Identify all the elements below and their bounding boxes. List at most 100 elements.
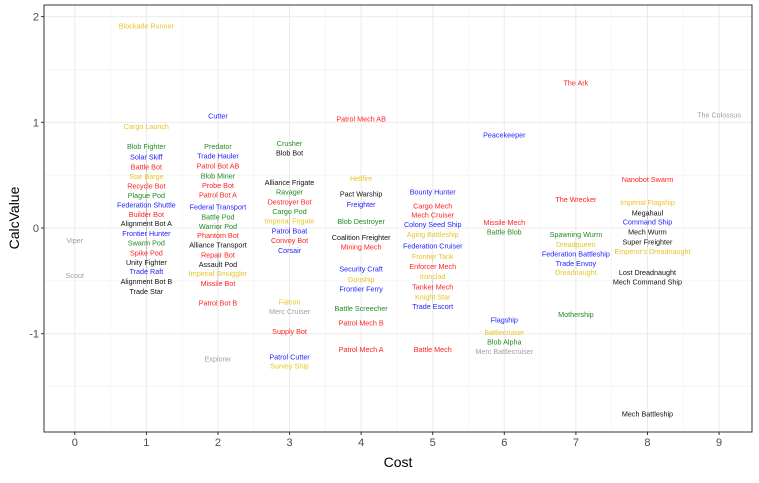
point-label: Command Ship — [623, 218, 673, 227]
y-tick-label: 2 — [33, 12, 39, 24]
point-label: Hellfire — [350, 174, 372, 183]
point-label: Federation Cruiser — [403, 241, 463, 250]
x-tick-label: 6 — [501, 437, 507, 449]
point-label: Trade Hauler — [197, 152, 239, 161]
point-label: Assault Pod — [199, 260, 237, 269]
point-label: Merc Cruiser — [269, 307, 311, 316]
point-label: Federation Battleship — [542, 249, 610, 258]
point-label: Blob Destroyer — [337, 217, 385, 226]
point-label: Repair Bot — [201, 250, 235, 259]
point-label: Battle Bot — [131, 162, 162, 171]
point-label: Blob Alpha — [487, 338, 521, 347]
point-label: Ravager — [276, 188, 304, 197]
point-label: Ironclad — [420, 272, 446, 281]
x-tick-label: 7 — [573, 437, 579, 449]
y-axis-title: CalcValue — [6, 186, 22, 249]
point-label: Survey Ship — [270, 362, 309, 371]
x-tick-label: 8 — [644, 437, 650, 449]
point-label: Megahaul — [632, 208, 664, 217]
x-tick-label: 3 — [286, 437, 292, 449]
point-label: Unity Fighter — [126, 258, 167, 267]
x-tick-label: 1 — [143, 437, 149, 449]
point-label: Alignment Bot A — [121, 219, 172, 228]
point-label: Cargo Mech — [413, 201, 452, 210]
point-label: Dreadnaught — [555, 268, 597, 277]
point-label: Patrol Cutter — [269, 352, 310, 361]
point-label: Missile Bot — [201, 279, 236, 288]
point-label: Mothership — [558, 310, 594, 319]
point-label: Imperial Flagship — [620, 198, 675, 207]
x-tick-label: 9 — [716, 437, 722, 449]
point-label: Imperial Smuggler — [189, 269, 248, 278]
point-label: Super Freighter — [623, 238, 674, 247]
point-label: Corsair — [278, 246, 302, 255]
point-label: Patrol Mech AB — [336, 115, 386, 124]
point-label: Lost Dreadnaught — [619, 268, 676, 277]
point-label: Battle Blob — [487, 227, 522, 236]
point-label: Mech Wurm — [628, 228, 667, 237]
point-label: Bounty Hunter — [410, 188, 457, 197]
point-label: Knight Star — [415, 292, 451, 301]
point-label: Blockade Runner — [119, 22, 175, 31]
point-label: Swarm Pod — [128, 239, 165, 248]
point-label: Alignment Bot B — [121, 277, 173, 286]
point-label: Supply Bot — [272, 327, 307, 336]
point-label: Battle Mech — [414, 345, 452, 354]
point-label: Viper — [66, 236, 83, 245]
point-label: The Ark — [564, 79, 589, 88]
point-label: Convoy Bot — [271, 236, 308, 245]
x-tick-label: 2 — [215, 437, 221, 449]
point-label: Peacekeeper — [483, 131, 526, 140]
x-axis-title: Cost — [384, 454, 413, 470]
point-label: Patrol Bot A — [199, 191, 237, 200]
point-label: Spike Pod — [130, 249, 163, 258]
point-label: Coalition Freighter — [332, 233, 391, 242]
point-label: Patrol Bot B — [199, 299, 238, 308]
point-labels: Viper Scout Blockade Runner Cargo Launch Blo… — [66, 22, 742, 419]
y-tick-label: 0 — [33, 223, 39, 235]
point-label: Patrol Boat — [272, 227, 308, 236]
point-label: Trade Envoy — [556, 259, 597, 268]
point-label: Phantom Bot — [197, 231, 239, 240]
x-tick-label: 4 — [358, 437, 364, 449]
point-label: Cargo Pod — [272, 207, 306, 216]
point-label: Destroyer Bot — [268, 198, 312, 207]
point-label: Battle Pod — [201, 213, 234, 222]
point-label: Falcon — [279, 297, 301, 306]
point-label: Tanker Mech — [412, 282, 453, 291]
point-label: Dreadqueen — [556, 240, 596, 249]
point-label: Crusher — [277, 139, 303, 148]
point-label: Aging Battleship — [407, 230, 459, 239]
point-label: Mech Battleship — [622, 410, 673, 419]
point-label: Blob Fighter — [127, 142, 166, 151]
point-label: Nanobot Swarm — [622, 175, 674, 184]
point-label: Battle Screecher — [335, 304, 389, 313]
y-tick-label: 1 — [33, 117, 39, 129]
x-tick-label: 5 — [430, 437, 436, 449]
x-tick-label: 0 — [72, 437, 78, 449]
point-label: Builder Bot — [129, 210, 164, 219]
point-label: Missile Mech — [484, 218, 526, 227]
point-label: Trade Star — [130, 287, 164, 296]
point-label: Mech Cruiser — [411, 211, 454, 220]
point-label: Patrol Bot AB — [197, 162, 240, 171]
point-label: Flagship — [491, 315, 518, 324]
point-label: Spawning Wurm — [550, 230, 603, 239]
point-label: Blob Bot — [276, 148, 303, 157]
point-label: Recycle Bot — [127, 182, 165, 191]
point-label: Solar Skiff — [130, 152, 163, 161]
point-label: Federation Shuttle — [117, 200, 176, 209]
point-label: The Colossus — [697, 110, 741, 119]
panel-background — [44, 5, 752, 432]
point-label: Gunship — [348, 275, 375, 284]
point-label: Blob Miner — [201, 172, 236, 181]
point-label: Imperial Frigate — [265, 217, 315, 226]
point-label: Merc Battlecruiser — [475, 347, 534, 356]
point-label: Explorer — [205, 355, 232, 364]
point-label: Cargo Launch — [124, 122, 169, 131]
point-label: Cutter — [208, 111, 228, 120]
point-label: Mining Mech — [341, 242, 382, 251]
point-label: Trade Raft — [130, 267, 164, 276]
point-label: Patrol Mech A — [339, 345, 384, 354]
